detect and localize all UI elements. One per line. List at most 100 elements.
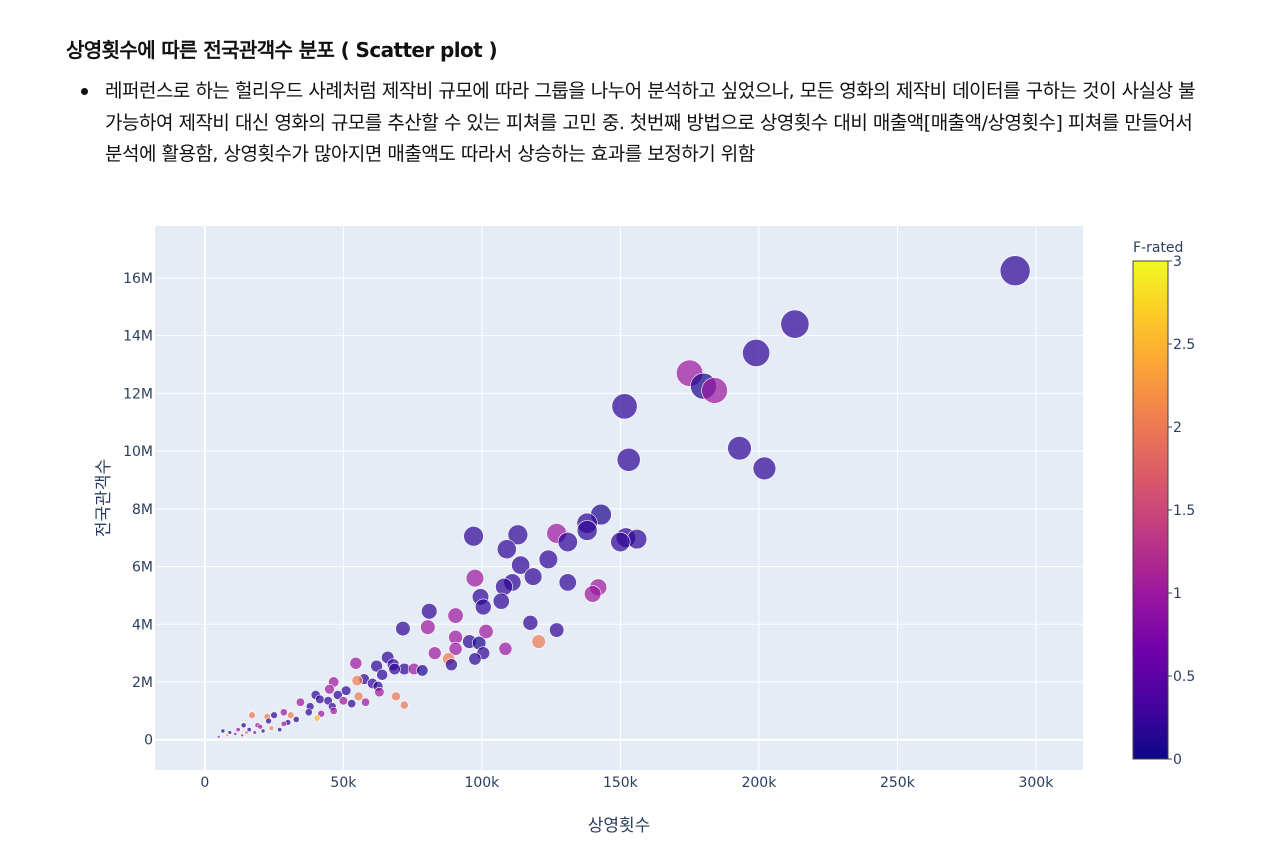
data-point[interactable] xyxy=(257,723,264,730)
data-point[interactable] xyxy=(240,733,245,738)
data-point[interactable] xyxy=(280,720,287,727)
y-tick-label: 0 xyxy=(144,733,153,749)
data-point[interactable] xyxy=(338,696,348,706)
data-point[interactable] xyxy=(295,697,305,707)
data-point[interactable] xyxy=(511,555,531,575)
data-point[interactable] xyxy=(353,691,364,702)
data-point[interactable] xyxy=(391,691,401,702)
y-tick-label: 14M xyxy=(123,329,153,345)
data-point[interactable] xyxy=(235,727,241,733)
data-point[interactable] xyxy=(220,728,226,734)
colorbar-tick-label: 0.5 xyxy=(1173,669,1195,685)
data-point[interactable] xyxy=(468,652,482,666)
data-point[interactable] xyxy=(474,598,492,616)
data-point[interactable] xyxy=(347,699,357,709)
section-heading: 상영횟수에 따른 전국관객수 분포 ( Scatter plot ) xyxy=(66,38,498,62)
data-point[interactable] xyxy=(388,662,401,676)
data-point[interactable] xyxy=(507,524,529,546)
data-point[interactable] xyxy=(522,615,539,631)
data-point[interactable] xyxy=(531,634,546,649)
data-point[interactable] xyxy=(248,711,256,719)
data-point[interactable] xyxy=(268,725,274,731)
data-point[interactable] xyxy=(495,577,513,596)
data-point[interactable] xyxy=(727,436,752,461)
y-tick-label: 10M xyxy=(123,444,153,460)
data-point[interactable] xyxy=(376,668,389,681)
data-point[interactable] xyxy=(374,686,385,698)
data-point[interactable] xyxy=(227,730,232,735)
data-point[interactable] xyxy=(360,697,371,707)
data-point[interactable] xyxy=(465,568,485,588)
data-point[interactable] xyxy=(420,619,436,635)
data-point[interactable] xyxy=(279,708,288,717)
data-point[interactable] xyxy=(445,658,458,671)
data-point[interactable] xyxy=(252,730,257,735)
data-point[interactable] xyxy=(277,727,283,733)
data-point[interactable] xyxy=(492,592,510,610)
data-point[interactable] xyxy=(584,585,602,603)
data-point[interactable] xyxy=(478,623,494,639)
data-point[interactable] xyxy=(287,711,295,719)
data-point[interactable] xyxy=(523,567,543,586)
data-point[interactable] xyxy=(576,520,598,541)
x-tick-label: 200k xyxy=(741,775,777,791)
colorbar xyxy=(1132,260,1169,760)
data-point[interactable] xyxy=(780,309,810,339)
colorbar-tick-label: 0 xyxy=(1173,752,1182,768)
data-point[interactable] xyxy=(265,717,272,725)
bullet-text: 레퍼런스로 하는 헐리우드 사례처럼 제작비 규모에 따라 그룹을 나누어 분석… xyxy=(105,80,1196,165)
data-point[interactable] xyxy=(332,690,343,700)
data-point[interactable] xyxy=(246,727,252,733)
data-point[interactable] xyxy=(260,728,266,734)
data-point[interactable] xyxy=(558,573,577,592)
colorbar-ticks: 0 0.5 1 1.5 2 2.5 3 xyxy=(1168,254,1195,768)
data-point[interactable] xyxy=(616,447,641,472)
data-point[interactable] xyxy=(538,549,558,569)
data-point[interactable] xyxy=(610,531,631,553)
data-point[interactable] xyxy=(742,339,771,367)
colorbar-tick-label: 1.5 xyxy=(1173,503,1195,519)
data-point[interactable] xyxy=(349,656,363,670)
data-point[interactable] xyxy=(240,722,247,729)
y-axis-ticks: 0 2M 4M 6M 8M 10M 12M 14M 16M xyxy=(123,271,153,749)
data-point[interactable] xyxy=(752,456,777,481)
data-point[interactable] xyxy=(999,255,1031,287)
colorbar-tick-label: 2 xyxy=(1173,420,1182,436)
data-point[interactable] xyxy=(395,620,411,637)
data-point[interactable] xyxy=(304,708,313,717)
data-point[interactable] xyxy=(329,706,338,715)
data-point[interactable] xyxy=(496,539,517,560)
data-point[interactable] xyxy=(270,711,278,719)
data-point[interactable] xyxy=(340,685,352,696)
data-point[interactable] xyxy=(549,622,565,638)
data-point[interactable] xyxy=(225,733,229,738)
data-point[interactable] xyxy=(416,664,429,677)
data-point[interactable] xyxy=(313,714,321,722)
data-point[interactable] xyxy=(611,393,638,420)
y-tick-label: 6M xyxy=(132,560,153,576)
data-point[interactable] xyxy=(448,641,463,656)
data-point[interactable] xyxy=(292,716,300,723)
data-point[interactable] xyxy=(428,646,442,660)
data-point[interactable] xyxy=(421,603,438,620)
data-point[interactable] xyxy=(463,526,484,547)
data-point[interactable] xyxy=(315,694,325,704)
data-point[interactable] xyxy=(498,641,513,656)
y-grid xyxy=(155,277,1083,741)
data-point[interactable] xyxy=(244,730,249,735)
bullet-list: 레퍼런스로 하는 헐리우드 사례처럼 제작비 규모에 따라 그룹을 나누어 분석… xyxy=(78,76,1208,171)
data-point[interactable] xyxy=(233,731,238,736)
data-point[interactable] xyxy=(701,377,728,404)
data-point[interactable] xyxy=(399,700,409,710)
data-point[interactable] xyxy=(626,529,648,550)
data-point[interactable] xyxy=(216,735,221,739)
data-point[interactable] xyxy=(324,683,335,695)
data-point[interactable] xyxy=(557,531,578,553)
data-point[interactable] xyxy=(351,674,363,687)
data-point[interactable] xyxy=(370,659,383,673)
data-point[interactable] xyxy=(447,607,464,624)
x-tick-label: 150k xyxy=(603,775,639,791)
bullet-dot xyxy=(81,88,88,95)
colorbar-tick-label: 3 xyxy=(1173,254,1182,270)
x-tick-label: 250k xyxy=(880,775,916,791)
